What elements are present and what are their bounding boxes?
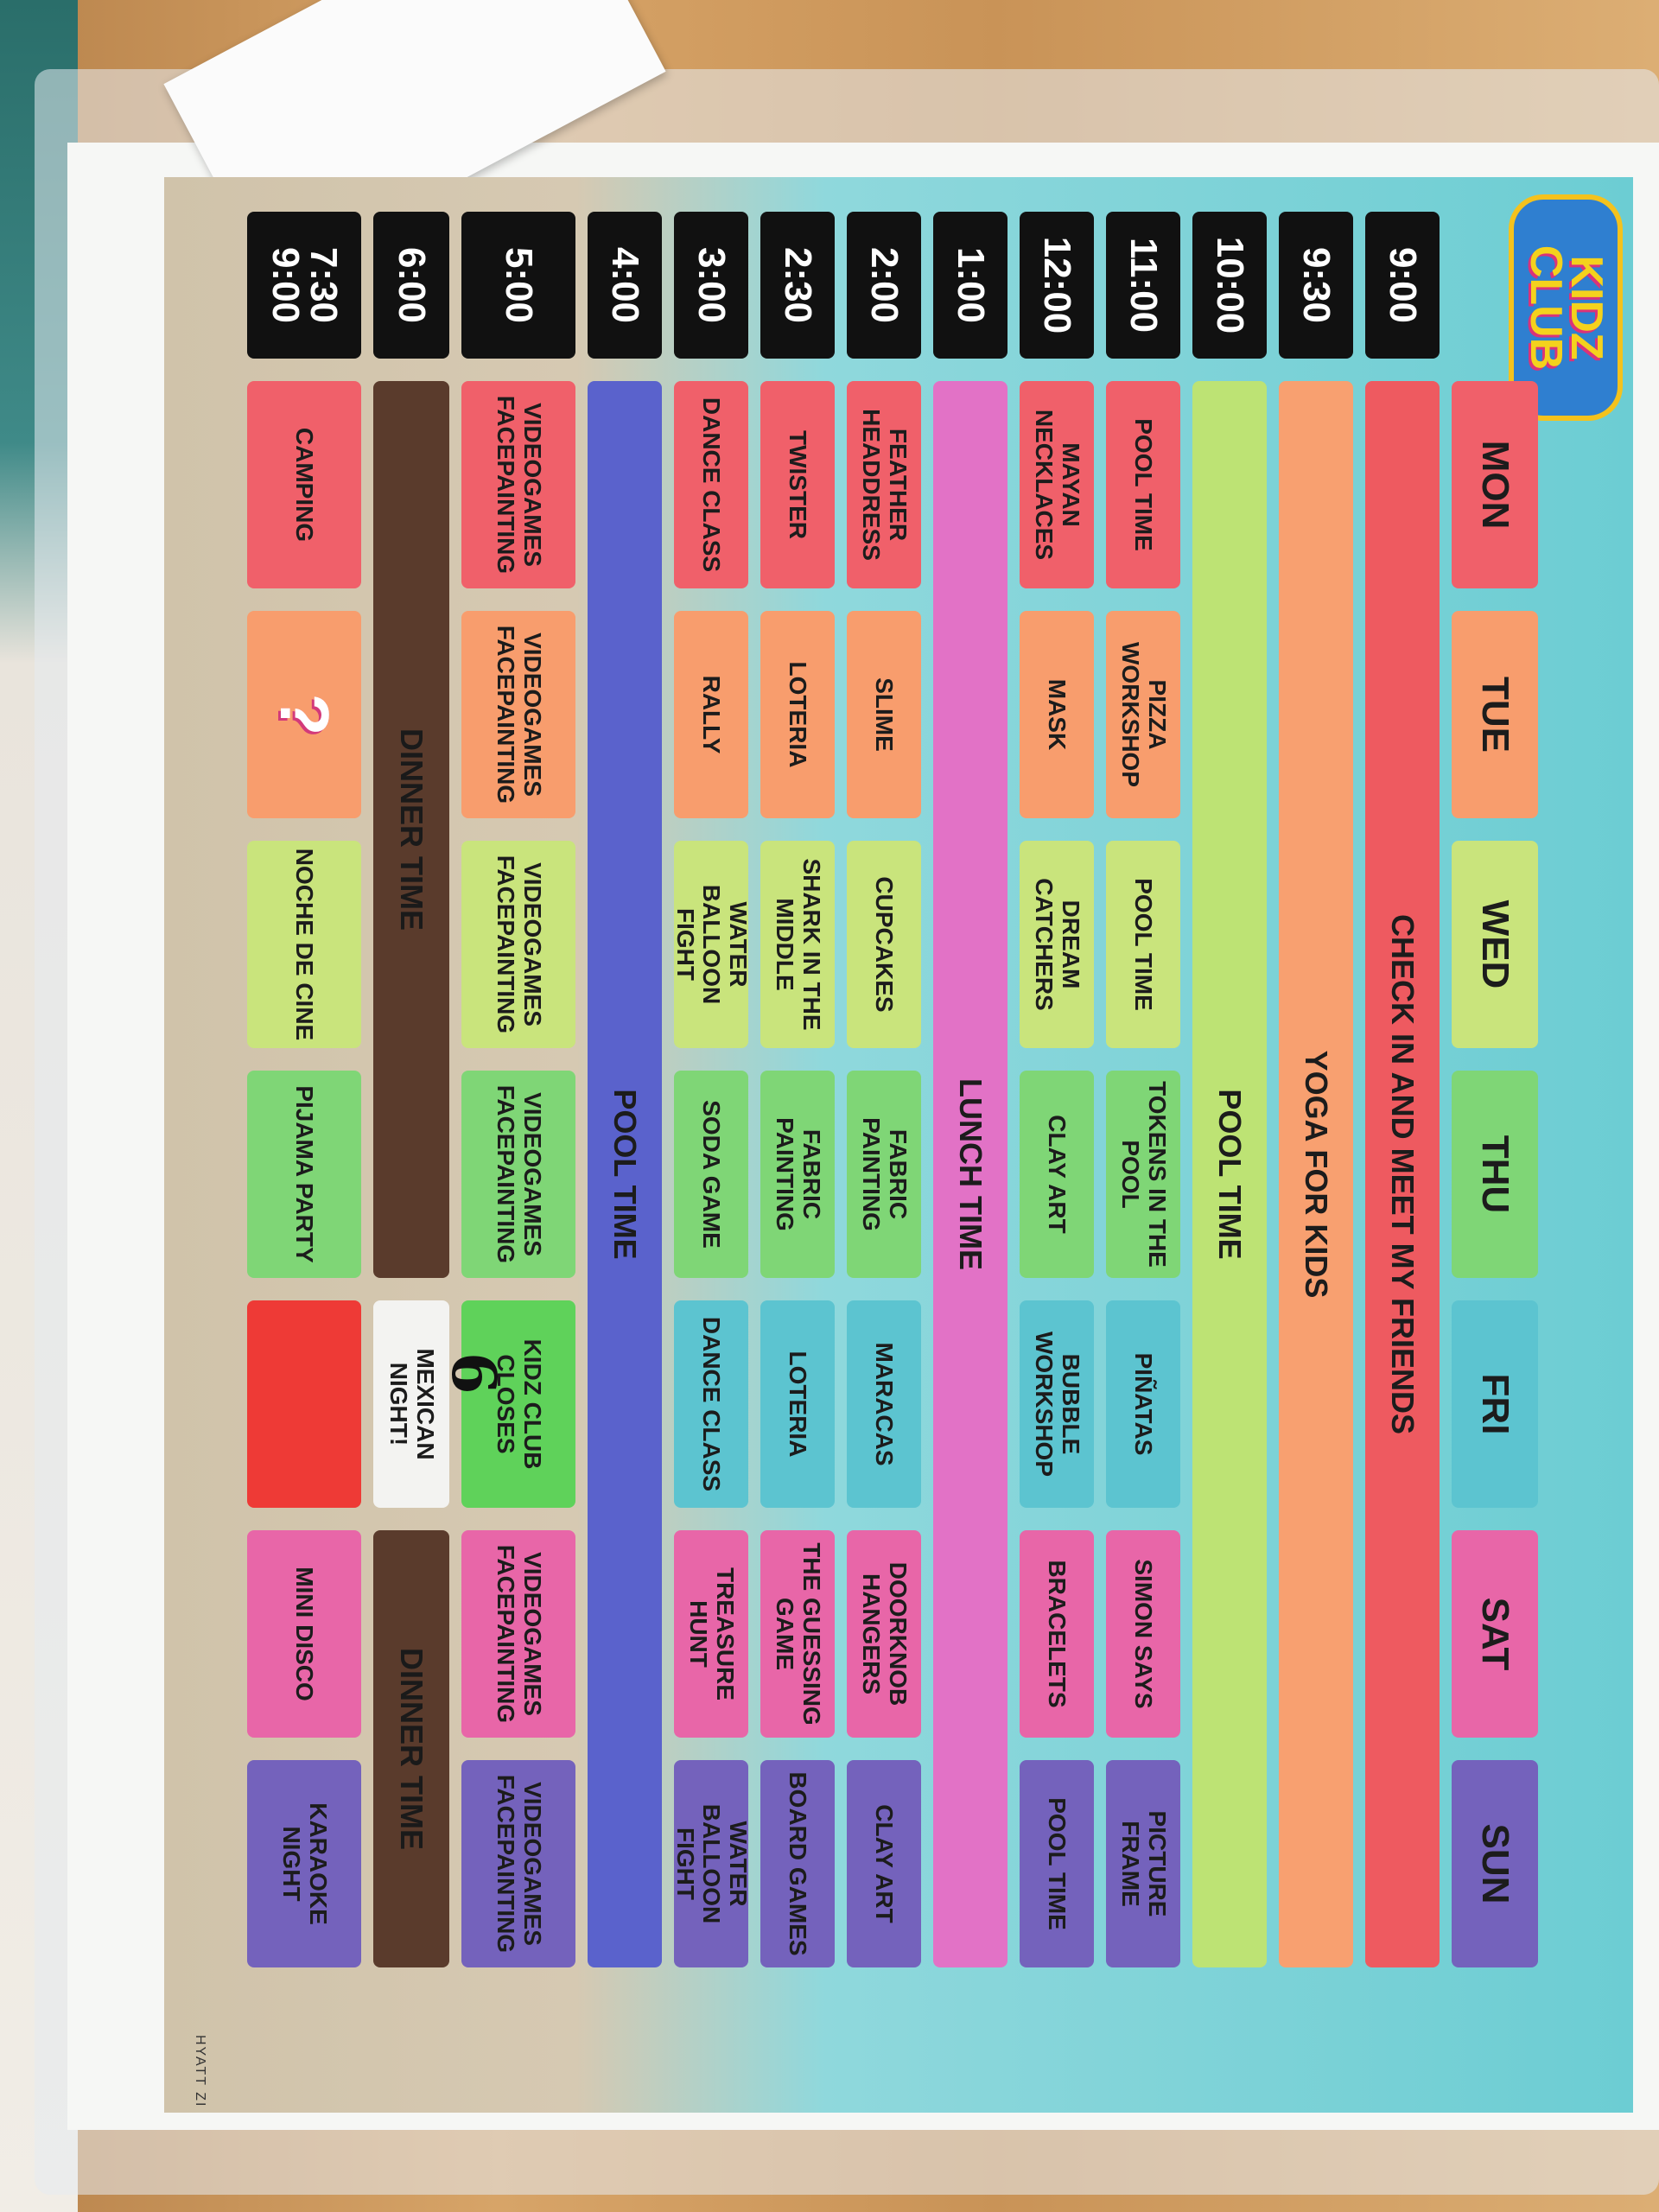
time-slot: 2:00 [847, 212, 921, 359]
time-slot: 2:30 [760, 212, 835, 359]
activity-cell: DANCE CLASS [674, 1300, 748, 1508]
activity-cell: VIDEOGAMES FACEPAINTING [461, 1530, 575, 1738]
activity-cell: DREAM CATCHERS [1020, 841, 1094, 1048]
activity-cell: CAMPING [247, 381, 361, 588]
activity-cell: KIDZ CLUB CLOSES [461, 1300, 575, 1508]
activity-cell: SIMON SAYS [1106, 1530, 1180, 1738]
activity-cell: VIDEOGAMES FACEPAINTING [461, 1760, 575, 1967]
activity-cell: MEXICAN NIGHT! [373, 1300, 449, 1508]
activity-cell: DANCE CLASS [674, 381, 748, 588]
corner-spacer [1452, 212, 1538, 359]
day-header-sat: SAT [1452, 1530, 1538, 1738]
activity-cell: CLAY ART [1020, 1071, 1094, 1278]
day-header-sun: SUN [1452, 1760, 1538, 1967]
footer-text: HYATT ZI [193, 2035, 207, 2108]
activity-cell: VIDEOGAMES FACEPAINTING [461, 381, 575, 588]
activity-cell: VIDEOGAMES FACEPAINTING [461, 1071, 575, 1278]
time-slot: 12:00 [1020, 212, 1094, 359]
day-header-wed: WED [1452, 841, 1538, 1048]
time-slot: 3:00 [674, 212, 748, 359]
activity-cell: LOTERIA [760, 611, 835, 818]
activity-cell: CLAY ART [847, 1760, 921, 1967]
time-slot: 7:30 9:00 [247, 212, 361, 359]
day-header-tue: TUE [1452, 611, 1538, 818]
activity-cell: SHARK IN THE MIDDLE [760, 841, 835, 1048]
activity-cell: MAYAN NECKLACES [1020, 381, 1094, 588]
activity-cell: MINI DISCO [247, 1530, 361, 1738]
handwritten-note: 6 [438, 1352, 510, 1395]
activity-cell: TOKENS IN THE POOL [1106, 1071, 1180, 1278]
time-slot: 9:30 [1279, 212, 1353, 359]
block-activity: POOL TIME [588, 381, 662, 1967]
activity-cell: THE GUESSING GAME [760, 1530, 835, 1738]
activity-cell: FABRIC PAINTING [760, 1071, 835, 1278]
activity-cell: POOL TIME [1106, 381, 1180, 588]
activity-cell: MASK [1020, 611, 1094, 818]
block-activity: DINNER TIME [373, 381, 449, 1278]
activity-cell: FABRIC PAINTING [847, 1071, 921, 1278]
activity-cell: FEATHER HEADDRESS [847, 381, 921, 588]
activity-cell: SLIME [847, 611, 921, 818]
block-activity: DINNER TIME [373, 1530, 449, 1967]
activity-cell: PIJAMA PARTY [247, 1071, 361, 1278]
block-activity: POOL TIME [1192, 381, 1267, 1967]
day-header-fri: FRI [1452, 1300, 1538, 1508]
block-activity: CHECK IN AND MEET MY FRIENDS [1365, 381, 1440, 1967]
activity-cell: VIDEOGAMES FACEPAINTING [461, 841, 575, 1048]
activity-cell: BOARD GAMES [760, 1760, 835, 1967]
schedule-grid: MON TUE WED THU FRI SAT SUN 9:00 CHECK IN AND ME… [247, 212, 1538, 1967]
activity-cell: MARACAS [847, 1300, 921, 1508]
activity-cell: TREASURE HUNT [674, 1530, 748, 1738]
time-slot: 11:00 [1106, 212, 1180, 359]
time-slot: 1:00 [933, 212, 1007, 359]
block-activity: LUNCH TIME [933, 381, 1007, 1967]
block-activity: YOGA FOR KIDS [1279, 381, 1353, 1967]
activity-cell: PIÑATAS [1106, 1300, 1180, 1508]
activity-cell: BRACELETS [1020, 1530, 1094, 1738]
activity-cell: RALLY [674, 611, 748, 818]
activity-cell: WATER BALLOON FIGHT [672, 841, 752, 1048]
activity-cell: WATER BALLOON FIGHT [672, 1760, 752, 1967]
activity-cell: POOL TIME [1106, 841, 1180, 1048]
activity-cell: NOCHE DE CINE [247, 841, 361, 1048]
activity-cell: LOTERIA [760, 1300, 835, 1508]
time-slot: 5:00 [461, 212, 575, 359]
activity-cell: PIZZA WORKSHOP [1106, 611, 1180, 818]
kidz-club-schedule: KIDZ CLUB MON TUE WED THU FRI SAT SUN 9:00 CHECK… [164, 177, 1633, 2113]
activity-cell: SODA GAME [674, 1071, 748, 1278]
day-header-mon: MON [1452, 381, 1538, 588]
activity-cell: DOORKNOB HANGERS [847, 1530, 921, 1738]
time-slot: 4:00 [588, 212, 662, 359]
activity-cell [247, 1300, 361, 1508]
time-slot: 9:00 [1365, 212, 1440, 359]
activity-cell: TWISTER [760, 381, 835, 588]
time-slot: 10:00 [1192, 212, 1267, 359]
activity-cell: POOL TIME [1020, 1760, 1094, 1967]
activity-cell: ? [247, 611, 361, 818]
time-slot: 6:00 [373, 212, 449, 359]
activity-cell: BUBBLE WORKSHOP [1020, 1300, 1094, 1508]
activity-cell: CUPCAKES [847, 841, 921, 1048]
activity-cell: PICTURE FRAME [1106, 1760, 1180, 1967]
activity-cell: VIDEOGAMES FACEPAINTING [461, 611, 575, 818]
activity-cell: KARAOKE NIGHT [247, 1760, 361, 1967]
day-header-thu: THU [1452, 1071, 1538, 1278]
